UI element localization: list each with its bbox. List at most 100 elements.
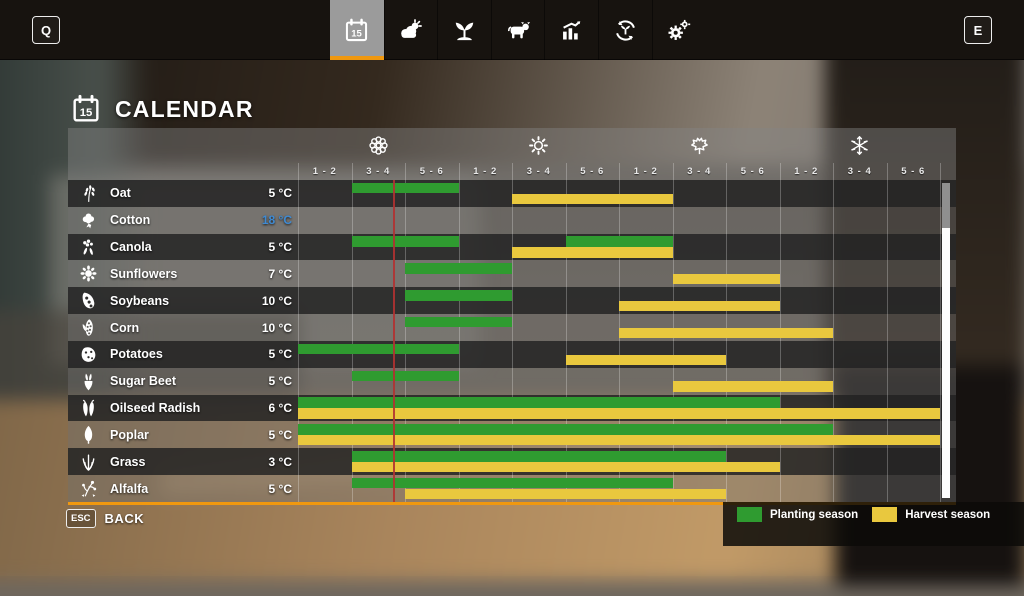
period-label: 3 - 4 — [366, 166, 391, 177]
oilseed-radish-icon — [78, 398, 99, 419]
grass-icon — [78, 451, 99, 472]
crop-germination-temp: 6 °C — [268, 401, 292, 416]
harvest-bar — [619, 300, 780, 312]
gridline — [940, 163, 941, 502]
period-label: 1 - 2 — [473, 166, 498, 177]
harvest-bar — [298, 435, 940, 446]
gridline — [405, 163, 406, 502]
crop-germination-temp: 3 °C — [268, 454, 292, 469]
svg-text:15: 15 — [351, 28, 362, 39]
legend-item: Harvest season — [872, 507, 990, 522]
tab-animals[interactable] — [490, 0, 545, 60]
crop-name: Corn — [110, 320, 140, 335]
current-date-marker — [393, 180, 396, 502]
harvest-bar — [512, 193, 673, 204]
gridline — [565, 163, 567, 502]
planting-bar — [298, 424, 833, 435]
calendar-icon: 15 — [70, 93, 102, 125]
period-label: 3 - 4 — [526, 166, 551, 177]
crop-name: Oilseed Radish — [110, 401, 201, 416]
crop-name: Oat — [110, 186, 131, 201]
planting-bar — [351, 451, 726, 462]
tab-weather[interactable] — [383, 0, 438, 60]
legend-swatch — [872, 507, 898, 522]
tab-crops[interactable] — [437, 0, 491, 60]
snowflake-icon — [848, 134, 871, 157]
corn-icon — [78, 317, 99, 338]
alfalfa-icon — [78, 478, 99, 499]
period-label: 5 - 6 — [740, 166, 765, 177]
crop-germination-temp: 10 °C — [261, 293, 292, 308]
tab-settings[interactable] — [651, 0, 706, 60]
planting-bar — [298, 343, 459, 355]
sugar-beet-icon — [78, 371, 99, 392]
crop-germination-temp: 10 °C — [261, 320, 292, 335]
panel-bottom-border — [68, 502, 956, 505]
period-label: 5 - 6 — [419, 166, 444, 177]
sun-icon — [527, 134, 550, 157]
scrollbar-track[interactable] — [942, 228, 950, 498]
cow-icon — [505, 17, 532, 44]
top-menu-bar: Q E 15 — [0, 0, 1024, 60]
crop-germination-temp: 5 °C — [268, 347, 292, 362]
crop-germination-temp: 5 °C — [268, 481, 292, 496]
legend-label: Harvest season — [905, 508, 991, 521]
harvest-bar — [405, 488, 726, 500]
oat-icon — [78, 183, 99, 204]
period-label: 5 - 6 — [901, 166, 926, 177]
crop-germination-temp: 5 °C — [268, 240, 292, 255]
key-hint-e[interactable]: E — [964, 16, 992, 44]
crop-name: Cotton — [110, 213, 151, 228]
sunflower-icon — [78, 263, 99, 284]
crop-name: Grass — [110, 454, 146, 469]
maple-leaf-icon — [688, 134, 711, 157]
key-hint-q[interactable]: Q — [32, 16, 60, 44]
planting-bar — [565, 236, 673, 247]
legend-item: Planting season — [737, 507, 858, 522]
season-header-autumn — [619, 128, 780, 163]
period-label: 5 - 6 — [580, 166, 605, 177]
harvest-bar — [672, 274, 780, 285]
page-title: CALENDAR — [115, 95, 254, 122]
planting-bar — [405, 263, 512, 274]
back-button[interactable]: ESC BACK — [66, 509, 144, 528]
crop-name: Alfalfa — [110, 481, 149, 496]
weather-icon — [397, 17, 424, 44]
crop-row-cotton: Cotton 18 °C — [68, 206, 956, 234]
planting-bar — [351, 477, 673, 489]
tab-calendar[interactable]: 15 — [330, 0, 384, 60]
tab-crop-rotation[interactable] — [597, 0, 652, 60]
period-label: 1 - 2 — [633, 166, 658, 177]
harvest-bar — [565, 354, 726, 365]
period-label: 3 - 4 — [847, 166, 872, 177]
gridline — [351, 163, 353, 502]
harvest-bar — [298, 408, 940, 419]
crop-row-soybeans: Soybeans 10 °C — [68, 287, 956, 315]
crop-name: Poplar — [110, 427, 149, 442]
back-label: BACK — [104, 511, 145, 526]
tab-statistics[interactable] — [544, 0, 598, 60]
crop-row-potatoes: Potatoes 5 °C — [68, 340, 956, 368]
canola-icon — [78, 237, 99, 258]
crop-row-sunflowers: Sunflowers 7 °C — [68, 260, 956, 288]
scrollbar-thumb[interactable] — [942, 183, 950, 228]
calendar-header — [68, 128, 956, 180]
gears-icon — [665, 17, 692, 44]
gridline — [886, 163, 888, 502]
gridline — [458, 163, 460, 502]
crop-germination-temp: 5 °C — [268, 374, 292, 389]
seedling-icon — [451, 17, 478, 44]
season-header-summer — [459, 128, 620, 163]
crop-name: Soybeans — [110, 293, 170, 308]
poplar-icon — [78, 424, 99, 445]
cotton-icon — [78, 210, 99, 231]
svg-text:15: 15 — [80, 107, 93, 119]
crop-rotation-icon — [612, 17, 639, 44]
legend: Planting season Harvest season — [723, 502, 1024, 546]
harvest-bar — [351, 461, 780, 473]
planting-bar — [405, 316, 512, 328]
season-header-winter — [780, 128, 941, 163]
page-title-row: 15 CALENDAR — [70, 93, 254, 125]
season-header-spring — [298, 128, 459, 163]
potato-icon — [78, 344, 99, 365]
